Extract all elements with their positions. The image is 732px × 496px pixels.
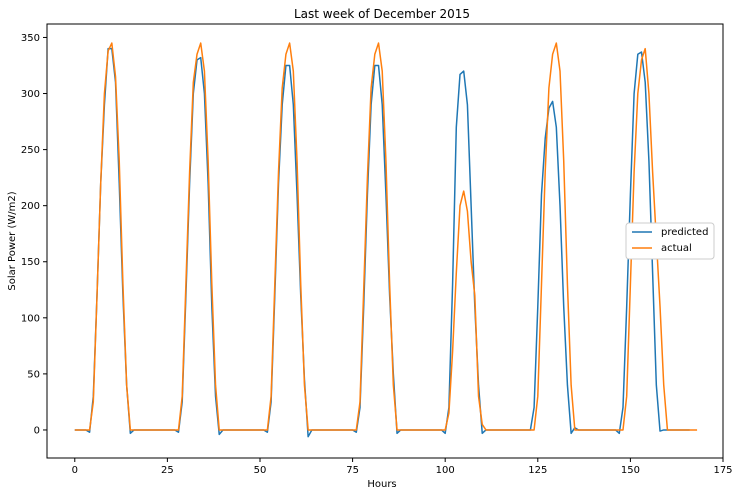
y-tick-label: 100 [21,313,40,324]
x-axis: 0 25 50 75 100 125 150 175 [72,458,732,476]
plot-area [46,23,724,459]
x-tick-label: 75 [346,465,359,476]
x-tick-label: 0 [72,465,78,476]
series-group [74,42,698,438]
x-tick-label: 25 [161,465,174,476]
y-tick-label: 200 [21,201,40,212]
y-axis: 0 50 100 150 200 250 300 350 [21,33,47,436]
x-tick-label: 125 [528,465,547,476]
x-tick-label: 50 [254,465,267,476]
y-tick-label: 350 [21,33,40,44]
x-axis-title: Hours [367,479,396,490]
legend: predicted actual [625,222,715,260]
legend-label-actual: actual [661,243,692,254]
x-tick-label: 100 [436,465,455,476]
legend-label-predicted: predicted [661,227,708,238]
y-tick-label: 250 [21,145,40,156]
chart-title: Last week of December 2015 [294,7,470,21]
x-tick-label: 175 [713,465,732,476]
x-tick-label: 150 [621,465,640,476]
y-tick-label: 50 [27,369,40,380]
y-tick-label: 300 [21,89,40,100]
series-line-actual [74,42,698,431]
y-tick-label: 0 [34,425,40,436]
y-tick-label: 150 [21,257,40,268]
y-axis-title: Solar Power (W/m2) [7,191,18,290]
